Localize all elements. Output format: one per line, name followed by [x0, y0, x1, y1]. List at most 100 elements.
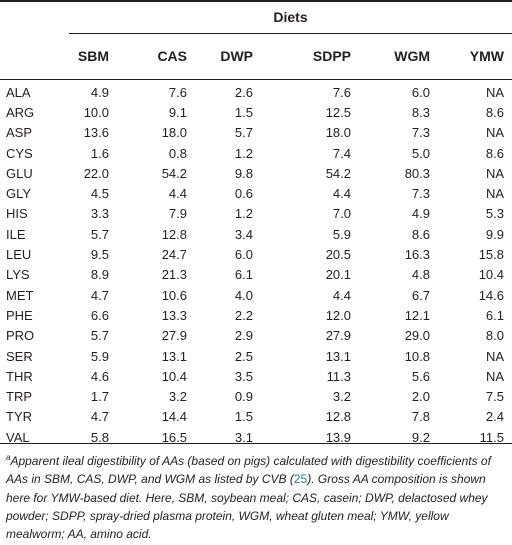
cell-wgm: 2.0	[411, 389, 430, 405]
table-row: ALA 4.9 7.6 2.6 7.6 6.0 NA	[0, 82, 512, 102]
cell-cas: 10.4	[161, 368, 187, 384]
cell-ymw: 8.6	[485, 104, 504, 120]
cell-dwp: 2.2	[234, 307, 253, 323]
cell-sdpp: 12.5	[325, 104, 351, 120]
cell-cas: 7.9	[168, 206, 187, 222]
cell-ymw: 6.1	[485, 307, 504, 323]
column-header-sdpp: SDPP	[312, 48, 351, 64]
cell-sbm: 4.6	[90, 368, 109, 384]
cell-ymw: 9.9	[485, 226, 504, 242]
cell-ymw: NA	[485, 348, 504, 364]
cell-dwp: 9.8	[234, 165, 253, 181]
row-label: PHE	[6, 307, 33, 323]
cell-dwp: 6.1	[234, 267, 253, 283]
cell-wgm: 7.8	[411, 409, 430, 425]
cell-sdpp: 27.9	[325, 328, 351, 344]
cell-sdpp: 13.1	[325, 348, 351, 364]
table-body: ALA 4.9 7.6 2.6 7.6 6.0 NA ARG 10.0 9.1 1.5 12.5 8.3…	[0, 82, 512, 447]
cell-cas: 7.6	[168, 84, 187, 100]
column-header-dwp: DWP	[220, 48, 253, 64]
cell-dwp: 0.9	[234, 389, 253, 405]
cell-wgm: 5.0	[411, 145, 430, 161]
cell-sdpp: 3.2	[332, 389, 351, 405]
footnote-text-1: Apparent ileal digestibility of AAs (bas…	[6, 454, 491, 487]
cell-sdpp: 12.0	[325, 307, 351, 323]
cell-sdpp: 18.0	[325, 125, 351, 141]
table-row: CYS 1.6 0.8 1.2 7.4 5.0 8.6	[0, 143, 512, 163]
top-rule	[0, 0, 512, 2]
table-row: THR 4.6 10.4 3.5 11.3 5.6 NA	[0, 366, 512, 386]
cell-sdpp: 20.5	[325, 247, 351, 263]
cell-wgm: 10.8	[404, 348, 430, 364]
cell-ymw: 10.4	[478, 267, 504, 283]
table-footnote: aApparent ileal digestibility of AAs (ba…	[6, 452, 502, 543]
cell-ymw: 5.3	[485, 206, 504, 222]
cell-wgm: 7.3	[411, 186, 430, 202]
cell-sbm: 4.5	[90, 186, 109, 202]
table-row: VAL 5.8 16.5 3.1 13.9 9.2 11.5	[0, 427, 512, 447]
cell-cas: 12.8	[161, 226, 187, 242]
diets-underline	[69, 33, 512, 34]
row-label: TRP	[6, 389, 32, 405]
cell-sbm: 4.7	[90, 287, 109, 303]
row-label: MET	[6, 287, 34, 303]
cell-sdpp: 20.1	[325, 267, 351, 283]
cell-wgm: 29.0	[404, 328, 430, 344]
cell-wgm: 8.3	[411, 104, 430, 120]
cell-ymw: 8.6	[485, 145, 504, 161]
cell-wgm: 6.7	[411, 287, 430, 303]
cell-sbm: 8.9	[90, 267, 109, 283]
data-table: ALA 4.9 7.6 2.6 7.6 6.0 NA ARG 10.0 9.1 1.5 12.5 8.3…	[0, 82, 512, 447]
column-header-ymw: YMW	[469, 48, 504, 64]
cell-sbm: 4.9	[90, 84, 109, 100]
cell-dwp: 2.5	[234, 348, 253, 364]
row-label: HIS	[6, 206, 28, 222]
cell-ymw: 15.8	[478, 247, 504, 263]
cell-sdpp: 13.9	[325, 429, 351, 445]
cell-wgm: 6.0	[411, 84, 430, 100]
cell-ymw: 14.6	[478, 287, 504, 303]
row-label: LEU	[6, 247, 32, 263]
cell-cas: 4.4	[168, 186, 187, 202]
footnote-text-2: ). Gross AA composition is shown here fo…	[6, 472, 488, 542]
row-label: VAL	[6, 429, 30, 445]
row-label: TYR	[6, 409, 32, 425]
cell-wgm: 4.9	[411, 206, 430, 222]
cell-ymw: NA	[485, 165, 504, 181]
row-label: CYS	[6, 145, 33, 161]
table-row: ILE 5.7 12.8 3.4 5.9 8.6 9.9	[0, 224, 512, 244]
cell-ymw: NA	[485, 186, 504, 202]
table-row: MET 4.7 10.6 4.0 4.4 6.7 14.6	[0, 285, 512, 305]
cell-dwp: 1.2	[234, 206, 253, 222]
cell-dwp: 1.5	[234, 409, 253, 425]
cell-sdpp: 12.8	[325, 409, 351, 425]
column-header-wgm: WGM	[394, 48, 430, 64]
table-row: LYS 8.9 21.3 6.1 20.1 4.8 10.4	[0, 265, 512, 285]
cell-dwp: 4.0	[234, 287, 253, 303]
cell-sbm: 13.6	[83, 125, 109, 141]
cell-sbm: 5.8	[90, 429, 109, 445]
cell-dwp: 2.6	[234, 84, 253, 100]
cell-wgm: 4.8	[411, 267, 430, 283]
cell-sbm: 3.3	[90, 206, 109, 222]
cell-cas: 54.2	[161, 165, 187, 181]
table-row: PHE 6.6 13.3 2.2 12.0 12.1 6.1	[0, 305, 512, 325]
reference-link[interactable]: 25	[293, 472, 308, 487]
cell-cas: 13.1	[161, 348, 187, 364]
cell-sbm: 1.6	[90, 145, 109, 161]
cell-sdpp: 7.4	[332, 145, 351, 161]
cell-ymw: NA	[485, 368, 504, 384]
table-row: HIS 3.3 7.9 1.2 7.0 4.9 5.3	[0, 204, 512, 224]
header-rule	[0, 79, 512, 80]
cell-sdpp: 54.2	[325, 165, 351, 181]
cell-sbm: 6.6	[90, 307, 109, 323]
cell-dwp: 6.0	[234, 247, 253, 263]
cell-wgm: 8.6	[411, 226, 430, 242]
cell-dwp: 5.7	[234, 125, 253, 141]
cell-ymw: NA	[485, 125, 504, 141]
row-label: LYS	[6, 267, 30, 283]
cell-sdpp: 5.9	[332, 226, 351, 242]
table-row: ARG 10.0 9.1 1.5 12.5 8.3 8.6	[0, 102, 512, 122]
cell-dwp: 3.4	[234, 226, 253, 242]
cell-dwp: 3.5	[234, 368, 253, 384]
